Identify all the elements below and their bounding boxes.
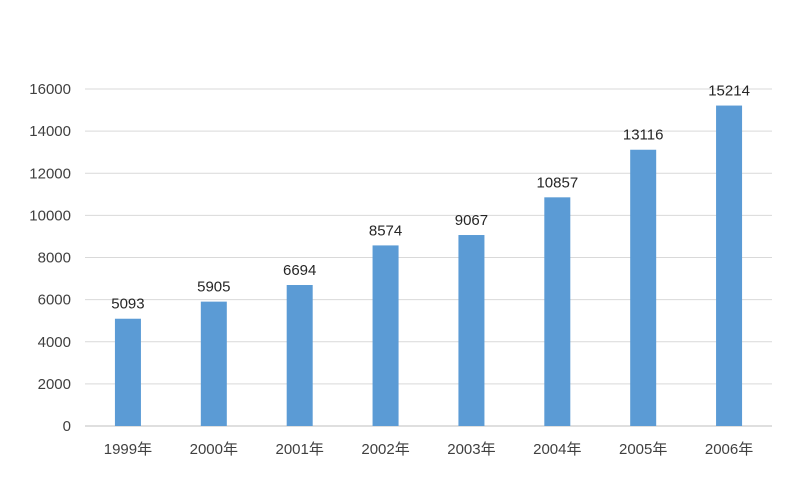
bar: [372, 245, 399, 426]
y-tick-label: 10000: [29, 207, 71, 224]
y-tick-label: 0: [63, 418, 71, 435]
data-labels: 5093 5905 6694 8574 9067 10857 13116 15214: [111, 83, 750, 313]
x-tick-label: 2006年: [705, 441, 753, 458]
bar: [716, 105, 743, 427]
data-label: 5093: [111, 296, 144, 313]
data-label: 15214: [708, 83, 750, 100]
y-tick-label: 12000: [29, 165, 71, 182]
data-label: 5905: [197, 279, 230, 296]
x-tick-label: 2002年: [361, 441, 409, 458]
grid-layer: [85, 88, 772, 427]
x-tick-label: 2003年: [447, 441, 495, 458]
y-tick-label: 8000: [38, 250, 71, 267]
data-label: 6694: [283, 262, 316, 279]
bar: [630, 149, 657, 426]
x-tick-label: 1999年: [104, 441, 152, 458]
bar: [114, 318, 141, 426]
bar: [458, 235, 485, 426]
y-axis-ticks: 0 2000 4000 6000 8000 10000 12000 14000 16000: [29, 81, 71, 435]
x-tick-label: 2001年: [276, 441, 324, 458]
y-tick-label: 6000: [38, 292, 71, 309]
x-tick-label: 2000年: [190, 441, 238, 458]
bar: [286, 285, 313, 426]
x-tick-label: 2005年: [619, 441, 667, 458]
y-tick-label: 4000: [38, 334, 71, 351]
data-label: 10857: [536, 174, 578, 191]
y-tick-label: 14000: [29, 123, 71, 140]
x-axis-ticks: 1999年 2000年 2001年 2002年 2003年 2004年 2005年 2006年: [104, 441, 754, 458]
data-label: 8574: [369, 222, 402, 239]
data-label: 9067: [455, 212, 488, 229]
y-tick-label: 2000: [38, 376, 71, 393]
bar: [200, 301, 227, 426]
bars: [114, 105, 743, 427]
y-tick-label: 16000: [29, 81, 71, 98]
x-tick-label: 2004年: [533, 441, 581, 458]
bar: [544, 197, 571, 426]
data-label: 13116: [623, 127, 664, 144]
